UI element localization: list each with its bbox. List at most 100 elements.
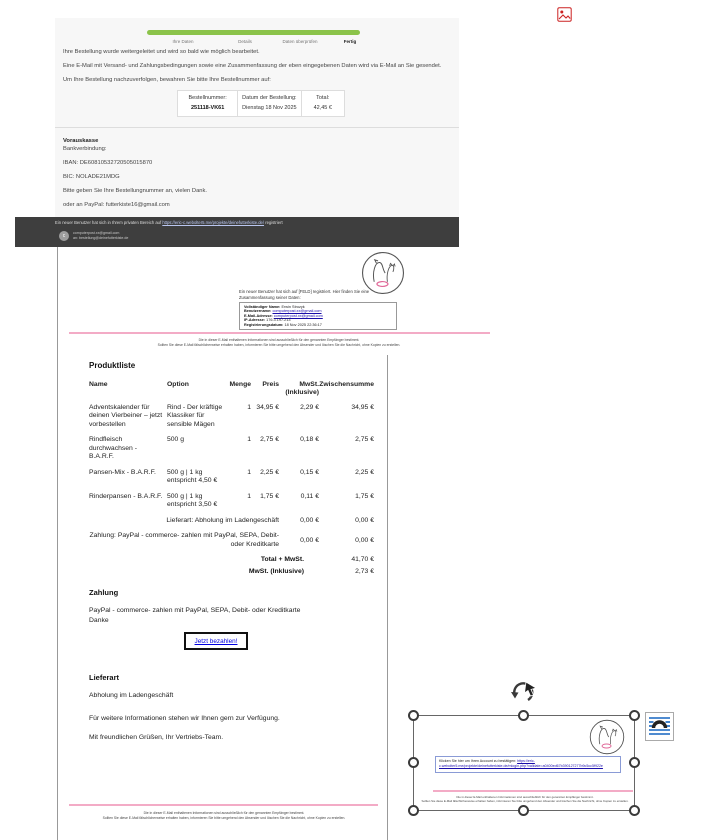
cell-name: Rinderpansen - B.A.R.F.	[89, 492, 163, 500]
reg-email-link[interactable]: computerpost.xx@gmail.com	[273, 313, 323, 318]
cell-vat: 0,18 €	[300, 436, 319, 444]
sender-address: computerpost.xx@gmail.com	[73, 231, 120, 235]
resize-handle-bottom-left[interactable]	[408, 805, 419, 816]
cell-name: Rindfleisch durchwachsen - B.A.R.F.	[89, 436, 137, 461]
cell-subtotal: 2,25 €	[355, 468, 374, 476]
header-menge: Menge	[229, 381, 251, 388]
payment-bic: BIC: NOLADE21MDG	[63, 174, 120, 180]
broken-image-icon	[557, 7, 572, 22]
rotate-handle-icon[interactable]	[506, 676, 539, 709]
notification-text: Ein neuer Benutzer hat sich in Ihrem pri…	[55, 220, 283, 225]
order-confirmation-section: Ihre Daten Details Daten überprüfen Fert…	[55, 18, 459, 217]
product-table: Name Option Menge Preis MwSt. (Inklusive…	[89, 381, 374, 580]
fee-row-lieferart: Lieferart: Abholung im Ladengeschäft 0,0…	[89, 517, 374, 525]
reg-fullname-value: Erwin Strozyk	[281, 305, 305, 309]
email-legal-footer: Die in dieser E-Mail enthaltenen Informa…	[420, 795, 630, 804]
order-total-label: Total:	[316, 95, 330, 101]
registration-email-preview: Ein neuer Benutzer hat sich auf [FELD] r…	[57, 247, 490, 355]
vat-total-row: MwSt. (Inklusive) 2,73 €	[89, 568, 374, 575]
order-number-label: Bestellnummer:	[188, 95, 227, 101]
header-preis: Preis	[262, 381, 279, 388]
product-table-header: Name Option Menge Preis MwSt. (Inklusive…	[89, 381, 374, 398]
payment-note: Bitte geben Sie Ihre Bestellungnummer an…	[63, 188, 208, 194]
account-confirm-link[interactable]: https://eric-c.webolter5.me/projekte/dei…	[439, 759, 603, 769]
order-date-cell: Datum der Bestellung: Dienstag 18 Nov 20…	[237, 91, 300, 116]
notification-prefix: Ein neuer Benutzer hat sich in Ihrem pri…	[55, 220, 163, 225]
cell-qty: 1	[247, 492, 251, 500]
step-ihre-daten: Ihre Daten	[172, 39, 194, 44]
order-total-value: 42,45 €	[313, 105, 332, 111]
lieferart-heading: Lieferart	[89, 673, 120, 682]
header-option: Option	[167, 381, 189, 388]
legal-line-2: Sollten Sie diese E-Mail fälschlicherwei…	[157, 343, 401, 348]
legal-line-1: Die in dieser E-Mail enthaltenen Informa…	[143, 811, 305, 815]
zahlung-heading: Zahlung	[89, 588, 119, 597]
order-date-value: Dienstag 18 Nov 2025	[242, 105, 297, 111]
registration-intro-text: Ein neuer Benutzer hat sich auf [FELD] r…	[239, 289, 370, 300]
resize-handle-top-middle[interactable]	[518, 710, 529, 721]
resize-handle-top-right[interactable]	[629, 710, 640, 721]
reg-username-row: Benutzername: computerpost.xx@gmail.com	[244, 309, 392, 313]
reg-username-link[interactable]: computerpost.xx@gmail.com	[272, 309, 322, 314]
resize-handle-bottom-middle[interactable]	[518, 805, 529, 816]
payment-method: Vorauskasse	[63, 138, 99, 144]
confirmation-message-2: Eine E-Mail mit Versand- und Zahlungsbed…	[63, 63, 442, 69]
payment-info-block: Vorauskasse Bankverbindung: IBAN: DE6081…	[63, 138, 207, 208]
pay-now-label: Jetzt bezahlen!	[194, 637, 238, 645]
step-fertig: Fertig	[343, 39, 357, 44]
cell-qty: 1	[247, 468, 251, 476]
payment-paypal: oder an PayPal: futterkiste16@gmail.com	[63, 202, 170, 208]
cell-option: 500 g	[167, 436, 185, 444]
legal-line-1: Die in dieser E-Mail enthaltenen Informa…	[198, 338, 360, 342]
section-divider	[55, 127, 459, 128]
order-info-table: Bestellnummer: 251118-VK61 Datum der Bes…	[177, 90, 345, 117]
pay-now-button[interactable]: Jetzt bezahlen!	[184, 632, 248, 650]
product-list-heading: Produktliste	[89, 361, 136, 370]
cell-option: Rind - Der kräftige Klassiker für sensib…	[167, 403, 223, 428]
reg-date-label: Registrierungsdatum:	[244, 322, 284, 327]
futterkiste-logo-icon	[361, 251, 405, 295]
order-total-cell: Total: 42,45 €	[300, 91, 345, 116]
pink-divider-line	[433, 790, 633, 792]
confirm-text-prefix: Klicken Sie hier um Ihren Account zu bes…	[439, 759, 518, 763]
reg-date-value: 18 Nov 2025 22:36:17	[284, 322, 322, 327]
header-name: Name	[89, 381, 108, 388]
legal-line-2: Sollten Sie diese E-Mail fälschlicherwei…	[421, 799, 629, 804]
resize-handle-bottom-right[interactable]	[629, 805, 640, 816]
reg-ip-label: IP-Adresse:	[244, 318, 266, 323]
selected-email-element[interactable]: Klicken Sie hier um Ihren Account zu bes…	[408, 710, 640, 816]
zahlung-text: PayPal - commerce- zahlen mit PayPal, SE…	[89, 607, 301, 614]
fee-vat: 0,00 €	[300, 516, 319, 524]
table-row: Rindfleisch durchwachsen - B.A.R.F. 500 …	[89, 436, 374, 461]
registration-details-box: Vollständiger Name: Erwin Strozyk Benutz…	[239, 302, 397, 331]
zahlung-thanks: Danke	[89, 617, 109, 624]
confirmation-message-1: Ihre Bestellung wurde weitergeleitet und…	[63, 49, 260, 55]
fee-label: Zahlung: PayPal - commerce- zahlen mit P…	[89, 532, 279, 548]
table-row: Rinderpansen - B.A.R.F. 500 g | 1 kg ent…	[89, 493, 374, 510]
resize-handle-middle-left[interactable]	[408, 757, 419, 768]
email-meta: computerpost.xx@gmail.com an: bestellung…	[73, 231, 128, 242]
total-value: 41,70 €	[351, 556, 374, 564]
reg-email-label: E-Mail-Adresse:	[244, 313, 273, 318]
closing-text: Mit freundlichen Grüßen, Ihr Vertriebs-T…	[89, 734, 224, 741]
registration-site-link[interactable]: https://eric-c.webolter5.me/projekte/dei…	[162, 220, 265, 225]
reg-ip-row: IP-Adresse: 176.3.197.213	[244, 318, 392, 322]
cell-price: 34,95 €	[256, 403, 279, 411]
cell-subtotal: 34,95 €	[351, 403, 374, 411]
account-confirmation-box: Klicken Sie hier um Ihren Account zu bes…	[435, 756, 621, 773]
avatar[interactable]: c	[59, 231, 69, 241]
reg-fullname-row: Vollständiger Name: Erwin Strozyk	[244, 305, 392, 309]
cell-name: Adventskalender für deinen Vierbeiner – …	[89, 403, 163, 428]
total-label: MwSt. (Inklusive)	[248, 568, 304, 576]
reg-email-row: E-Mail-Adresse: computerpost.xx@gmail.co…	[244, 314, 392, 318]
resize-handle-middle-right[interactable]	[629, 757, 640, 768]
fee-vat: 0,00 €	[300, 536, 319, 544]
pink-divider-line	[69, 804, 378, 806]
cell-vat: 2,29 €	[300, 403, 319, 411]
text-wrap-icon[interactable]	[645, 712, 674, 741]
notification-bar: Ein neuer Benutzer hat sich in Ihrem pri…	[15, 217, 459, 247]
resize-handle-top-left[interactable]	[408, 710, 419, 721]
cell-subtotal: 2,75 €	[355, 436, 374, 444]
order-date-label: Datum der Bestellung:	[242, 95, 297, 101]
total-label: Total + MwSt.	[260, 556, 304, 564]
